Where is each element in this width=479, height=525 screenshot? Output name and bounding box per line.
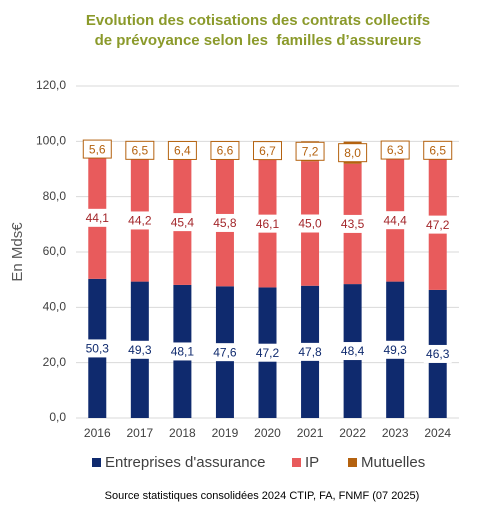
data-label: 50,3 xyxy=(86,342,110,356)
x-tick-label: 2018 xyxy=(169,426,196,440)
data-label: 6,3 xyxy=(387,143,404,157)
label-box xyxy=(253,343,282,362)
data-label: 6,7 xyxy=(259,144,276,158)
data-label: 8,0 xyxy=(344,146,361,160)
label-box xyxy=(125,140,155,160)
data-label: 48,4 xyxy=(341,344,365,358)
label-box xyxy=(296,342,325,361)
data-label: 45,0 xyxy=(298,217,322,231)
x-tick-label: 2020 xyxy=(254,426,281,440)
data-label: 46,3 xyxy=(426,347,450,361)
legend-swatch xyxy=(92,458,101,467)
label-box xyxy=(210,213,239,232)
label-box xyxy=(168,213,197,232)
label-box xyxy=(338,143,368,163)
data-label: 49,3 xyxy=(128,343,152,357)
x-tick-label: 2017 xyxy=(126,426,153,440)
y-tick-label: 40,0 xyxy=(43,300,67,314)
label-box xyxy=(82,139,112,159)
label-box xyxy=(125,211,154,230)
data-label: 44,4 xyxy=(383,213,407,227)
y-tick-label: 80,0 xyxy=(43,189,67,203)
data-label: 6,5 xyxy=(131,143,148,157)
label-box xyxy=(295,141,325,161)
y-axis-label: En Mds€ xyxy=(9,222,26,282)
label-box xyxy=(381,340,410,359)
legend-label: IP xyxy=(305,454,319,471)
label-box xyxy=(423,215,452,234)
data-label: 44,1 xyxy=(86,211,110,225)
label-box xyxy=(423,140,453,160)
label-box xyxy=(210,343,239,362)
data-label: 6,4 xyxy=(174,144,191,158)
x-tick-label: 2021 xyxy=(297,426,324,440)
data-label: 47,2 xyxy=(426,218,450,232)
data-label: 47,8 xyxy=(298,345,322,359)
y-tick-label: 60,0 xyxy=(43,244,67,258)
y-tick-label: 120,0 xyxy=(36,78,66,92)
x-tick-label: 2019 xyxy=(212,426,239,440)
data-label: 5,6 xyxy=(89,142,106,156)
legend-label: Mutuelles xyxy=(361,454,425,471)
label-box xyxy=(423,344,452,363)
y-tick-label: 20,0 xyxy=(43,355,67,369)
x-tick-label: 2023 xyxy=(382,426,409,440)
label-box xyxy=(125,340,154,359)
data-label: 49,3 xyxy=(383,343,407,357)
label-box xyxy=(296,214,325,233)
legend-swatch xyxy=(292,458,301,467)
data-label: 43,5 xyxy=(341,217,365,231)
chart-title: de prévoyance selon les familles d’assur… xyxy=(95,32,422,49)
label-box xyxy=(253,214,282,233)
data-label: 46,1 xyxy=(256,217,280,231)
source-note: Source statistiques consolidées 2024 CTI… xyxy=(105,490,420,502)
y-tick-label: 0,0 xyxy=(49,410,66,424)
label-box xyxy=(338,214,367,233)
data-label: 7,2 xyxy=(302,144,319,158)
label-box xyxy=(253,141,282,161)
data-label: 48,1 xyxy=(171,345,195,359)
label-box xyxy=(338,342,367,361)
data-label: 45,8 xyxy=(213,216,237,230)
label-box xyxy=(168,342,197,361)
legend-label: Entreprises d'assurance xyxy=(105,454,265,471)
label-box xyxy=(167,140,197,160)
label-box xyxy=(210,140,240,160)
data-label: 45,4 xyxy=(171,215,195,229)
chart-title: Evolution des cotisations des contrats c… xyxy=(86,12,430,29)
label-box xyxy=(380,140,410,160)
label-box xyxy=(83,339,112,358)
label-box xyxy=(381,211,410,230)
x-tick-label: 2024 xyxy=(424,426,451,440)
data-label: 6,5 xyxy=(429,143,446,157)
legend-swatch xyxy=(348,458,357,467)
y-tick-label: 100,0 xyxy=(36,134,66,148)
data-label: 47,2 xyxy=(256,346,280,360)
label-box xyxy=(83,208,112,227)
x-tick-label: 2016 xyxy=(84,426,111,440)
data-label: 44,2 xyxy=(128,214,152,228)
data-label: 47,6 xyxy=(213,345,237,359)
data-label: 6,6 xyxy=(217,144,234,158)
x-tick-label: 2022 xyxy=(339,426,366,440)
